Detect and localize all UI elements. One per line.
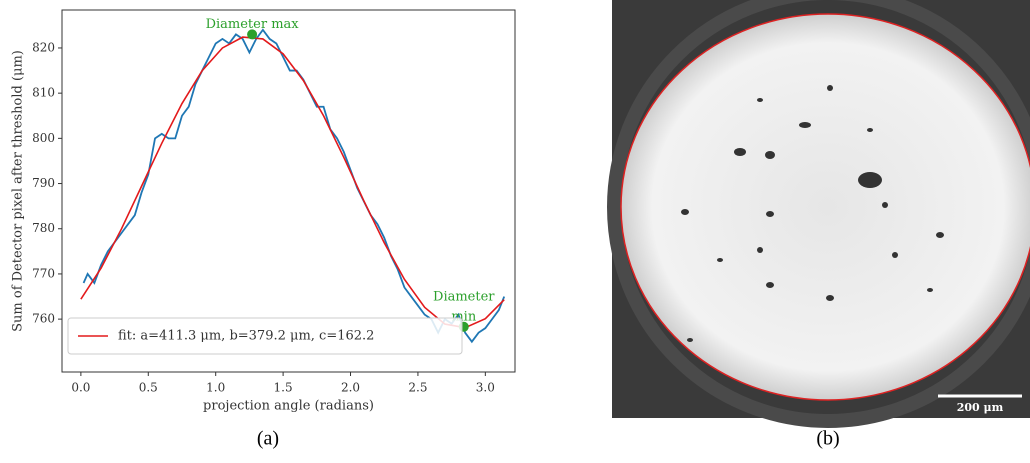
- caption: (a): [257, 428, 279, 450]
- micrograph: 200 μm: [607, 0, 1030, 428]
- annotation-point: [247, 29, 258, 40]
- x-tick-label: 2.0: [341, 381, 360, 395]
- x-tick-label: 1.5: [274, 381, 293, 395]
- annotation-text: Diameter max: [206, 17, 300, 32]
- x-tick-label: 1.0: [206, 381, 225, 395]
- x-axis-label: projection angle (radians): [203, 399, 374, 414]
- y-tick-label: 810: [32, 86, 55, 100]
- x-tick-label: 3.0: [476, 381, 495, 395]
- legend-box: [67, 317, 463, 355]
- y-tick-label: 790: [32, 176, 55, 190]
- x-tick-label: 0.0: [71, 381, 90, 395]
- pores: [681, 85, 944, 342]
- y-tick-label: 770: [32, 266, 55, 280]
- outer-ring: [607, 0, 1030, 428]
- sample-disc: [620, 13, 1030, 401]
- scale-bar-label: 200 μm: [957, 401, 1004, 414]
- x-tick-label: 0.5: [139, 381, 158, 395]
- legend-label: fit: a=411.3 μm, b=379.2 μm, c=162.2: [118, 329, 374, 344]
- annotation-text: Diameter: [433, 289, 495, 304]
- y-axis-label: Sum of Detector pixel after threshold (μ…: [11, 50, 26, 332]
- y-tick-label: 780: [32, 221, 55, 235]
- plot-area: [61, 9, 516, 373]
- y-tick-label: 820: [32, 40, 55, 54]
- y-tick-label: 760: [32, 312, 55, 326]
- data-line: [80, 36, 505, 329]
- y-tick-label: 800: [32, 131, 55, 145]
- caption: (b): [816, 428, 839, 450]
- x-tick-label: 2.5: [408, 381, 427, 395]
